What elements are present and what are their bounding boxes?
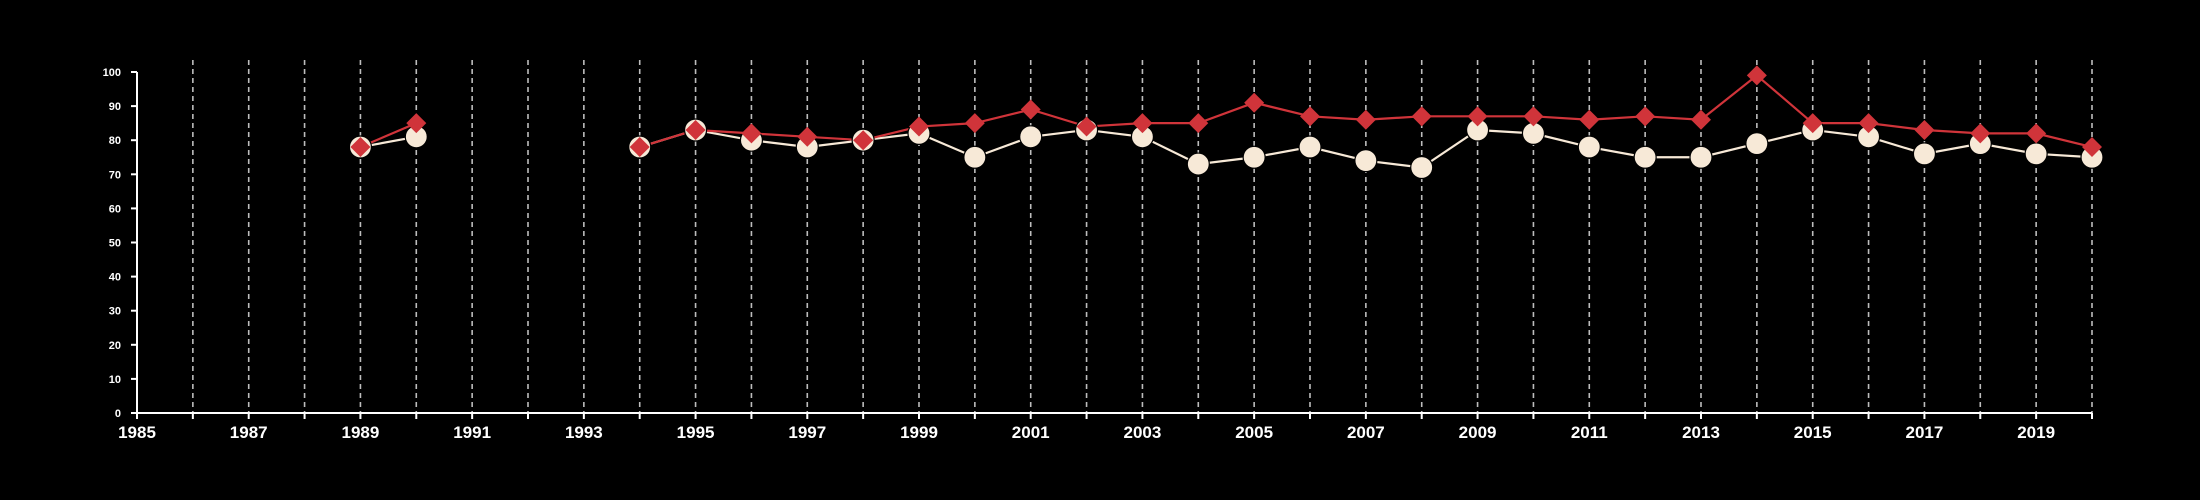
series-0-point-2019 <box>2024 142 2048 166</box>
x-tick-label-2013: 2013 <box>1682 423 1720 442</box>
x-tick-label-1987: 1987 <box>230 423 268 442</box>
series-1-point-2006 <box>1300 106 1320 127</box>
y-tick-label-30: 30 <box>109 306 121 318</box>
axis-layer: 0 10 20 30 40 50 60 70 80 90 100 1985 1987 1989 1991 19… <box>103 67 2093 442</box>
series-1-point-1999 <box>909 116 929 137</box>
x-tick-label-2001: 2001 <box>1012 423 1050 442</box>
series-1-point-2008 <box>1411 106 1432 127</box>
series-0-point-2007 <box>1354 149 1378 173</box>
x-tick-label-2005: 2005 <box>1235 423 1273 442</box>
series-1-point-2003 <box>1132 113 1153 134</box>
x-tick-label-2017: 2017 <box>1906 423 1944 442</box>
series-1-point-2012 <box>1635 106 1656 127</box>
y-tick-label-0: 0 <box>115 408 121 420</box>
x-tick-label-2003: 2003 <box>1124 423 1162 442</box>
series-1-point-2013 <box>1691 109 1711 130</box>
series-0-point-2017 <box>1912 142 1937 166</box>
series-layer <box>348 65 2104 180</box>
series-1-point-2001 <box>1020 99 1041 120</box>
y-tick-label-80: 80 <box>109 135 121 147</box>
y-tick-label-50: 50 <box>109 238 121 250</box>
series-1-point-1997 <box>797 126 818 147</box>
series-0-point-2004 <box>1186 152 1210 176</box>
series-0-point-2014 <box>1745 132 1769 156</box>
x-tick-label-1995: 1995 <box>677 423 715 442</box>
y-tick-label-60: 60 <box>109 203 121 215</box>
series-1-point-2002 <box>1076 116 1097 137</box>
x-tick-label-1997: 1997 <box>788 423 826 442</box>
series-1-point-2020 <box>2082 137 2102 158</box>
series-1-point-2019 <box>2026 123 2047 144</box>
series-1-point-2000 <box>964 113 985 134</box>
y-tick-label-100: 100 <box>103 67 121 79</box>
series-1-point-1996 <box>741 123 762 144</box>
x-tick-label-1999: 1999 <box>900 423 938 442</box>
y-tick-label-40: 40 <box>109 272 121 284</box>
series-0-point-2012 <box>1633 145 1657 169</box>
series-1-point-2004 <box>1188 113 1209 134</box>
y-tick-label-70: 70 <box>109 169 121 181</box>
series-1-point-1995 <box>685 119 706 140</box>
x-tick-label-1991: 1991 <box>453 423 491 442</box>
series-1-point-2005 <box>1244 92 1265 113</box>
y-tick-label-90: 90 <box>109 101 121 113</box>
x-tick-label-2019: 2019 <box>2017 423 2055 442</box>
series-1-point-2014 <box>1746 65 1767 86</box>
grid-layer <box>192 60 2093 413</box>
series-0-point-2005 <box>1242 145 1266 169</box>
x-tick-label-2007: 2007 <box>1347 423 1385 442</box>
x-tick-label-2011: 2011 <box>1571 423 1608 442</box>
series-1-point-2017 <box>1914 119 1935 140</box>
series-1-point-2015 <box>1802 113 1823 134</box>
series-0-point-2008 <box>1410 155 1434 180</box>
series-0-point-2013 <box>1689 145 1713 169</box>
series-1-point-2011 <box>1579 109 1600 130</box>
x-tick-label-1993: 1993 <box>565 423 603 442</box>
x-tick-label-1985: 1985 <box>118 423 156 442</box>
series-1-point-1990 <box>406 113 427 134</box>
series-1-point-2007 <box>1355 109 1376 130</box>
series-0-point-2011 <box>1577 135 1601 159</box>
x-tick-label-2015: 2015 <box>1794 423 1832 442</box>
y-tick-label-10: 10 <box>109 374 121 386</box>
series-1-point-1989 <box>350 137 371 158</box>
series-1-point-2010 <box>1523 106 1544 127</box>
series-0-point-2006 <box>1298 135 1322 159</box>
series-1-point-1994 <box>629 137 650 158</box>
series-1-point-2009 <box>1467 106 1488 127</box>
series-0-point-2000 <box>963 145 987 169</box>
series-0-point-2001 <box>1019 125 1043 149</box>
series-1-point-2018 <box>1970 123 1991 144</box>
series-1-point-1998 <box>853 130 874 151</box>
x-tick-label-1989: 1989 <box>342 423 380 442</box>
y-tick-label-20: 20 <box>109 340 121 352</box>
series-1-point-2016 <box>1858 113 1879 134</box>
x-tick-label-2009: 2009 <box>1459 423 1497 442</box>
